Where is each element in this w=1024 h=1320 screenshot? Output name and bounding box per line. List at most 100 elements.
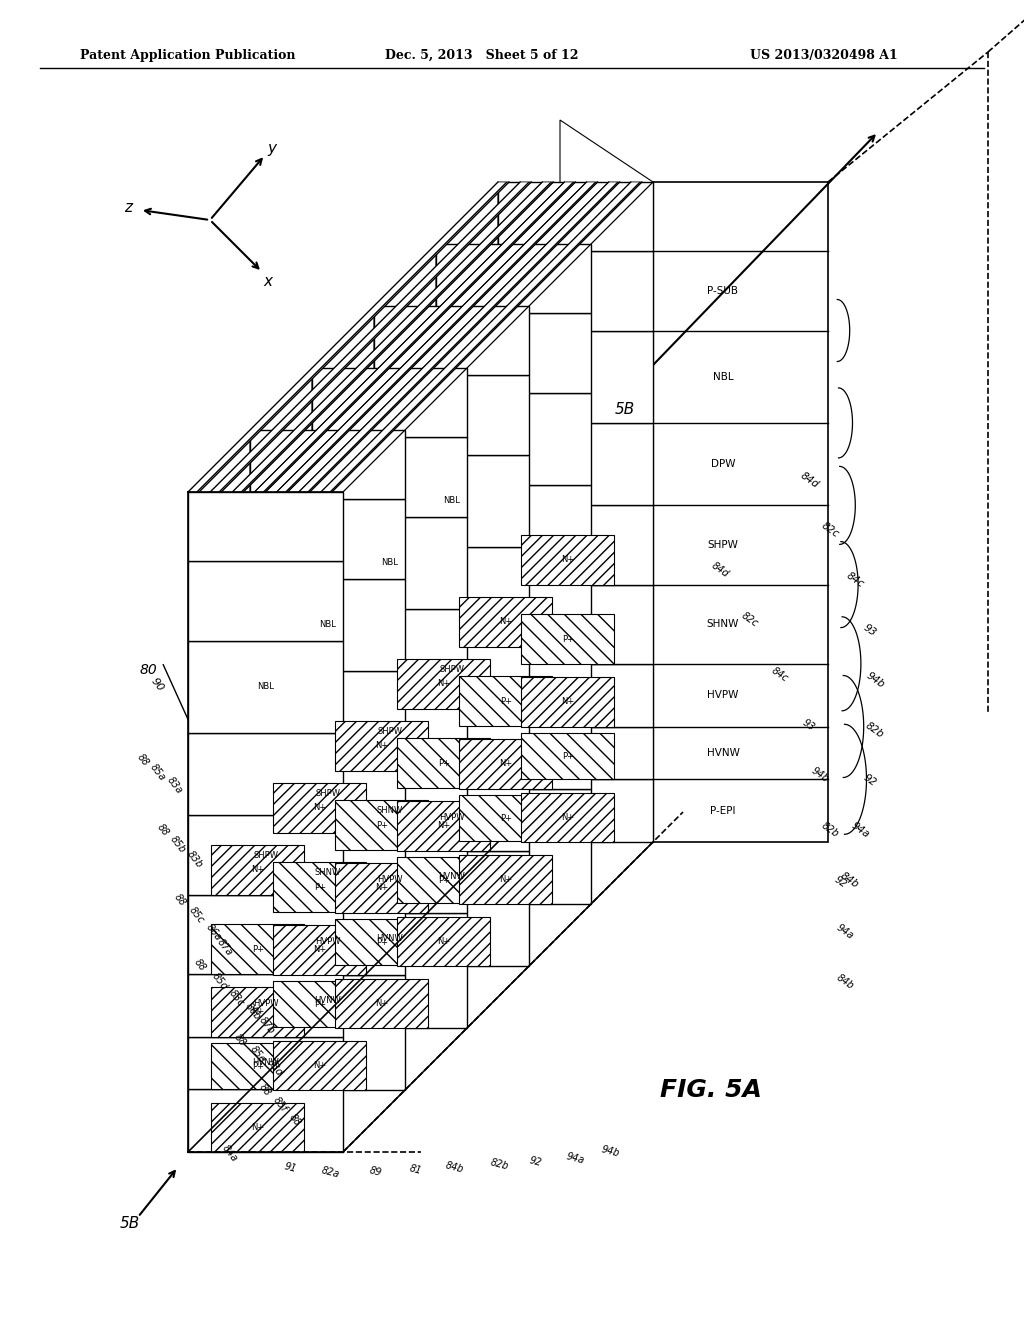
Polygon shape xyxy=(498,422,591,568)
Text: P-EPI: P-EPI xyxy=(711,805,736,816)
Polygon shape xyxy=(436,726,591,788)
Text: 91: 91 xyxy=(283,1162,297,1175)
Text: HVPW: HVPW xyxy=(708,690,738,700)
Polygon shape xyxy=(273,925,367,974)
Text: NBL: NBL xyxy=(319,620,336,630)
Text: 88: 88 xyxy=(172,892,187,908)
Polygon shape xyxy=(312,516,406,671)
Polygon shape xyxy=(436,647,591,726)
Polygon shape xyxy=(374,630,529,709)
Text: 84a: 84a xyxy=(220,1143,240,1163)
Polygon shape xyxy=(459,854,552,904)
Text: P+: P+ xyxy=(376,937,388,946)
Polygon shape xyxy=(498,585,591,726)
Polygon shape xyxy=(250,754,343,895)
Polygon shape xyxy=(653,182,828,842)
Polygon shape xyxy=(521,535,614,585)
Polygon shape xyxy=(459,676,552,726)
Polygon shape xyxy=(436,568,529,709)
Polygon shape xyxy=(436,788,529,903)
Text: 94b: 94b xyxy=(864,671,886,690)
Polygon shape xyxy=(335,863,428,912)
Text: SHPW: SHPW xyxy=(708,540,738,550)
Polygon shape xyxy=(436,313,591,392)
Text: HVPW: HVPW xyxy=(377,875,402,884)
Polygon shape xyxy=(560,523,653,664)
Text: N+: N+ xyxy=(313,1061,327,1069)
Polygon shape xyxy=(397,857,490,903)
Text: P+: P+ xyxy=(313,999,326,1008)
Polygon shape xyxy=(250,1027,406,1090)
Text: 88: 88 xyxy=(287,1111,303,1129)
Text: 86b: 86b xyxy=(244,1002,263,1023)
Polygon shape xyxy=(312,850,467,912)
Text: 84d: 84d xyxy=(710,561,730,579)
Text: N+: N+ xyxy=(499,759,512,768)
Text: 94b: 94b xyxy=(600,1144,621,1159)
Text: SHPW: SHPW xyxy=(315,788,340,797)
Text: NBL: NBL xyxy=(443,496,460,506)
Text: N+: N+ xyxy=(375,742,388,750)
Polygon shape xyxy=(312,368,467,437)
Text: 82c: 82c xyxy=(739,611,760,630)
Polygon shape xyxy=(498,422,653,506)
Polygon shape xyxy=(250,578,343,733)
Polygon shape xyxy=(312,912,406,1027)
Text: 5B: 5B xyxy=(615,403,635,417)
Polygon shape xyxy=(276,182,598,492)
Polygon shape xyxy=(374,454,529,546)
Polygon shape xyxy=(560,664,653,779)
Text: 90: 90 xyxy=(148,676,165,694)
Text: N+: N+ xyxy=(561,556,574,565)
Text: 89: 89 xyxy=(368,1166,382,1179)
Text: z: z xyxy=(124,201,132,215)
Polygon shape xyxy=(374,630,467,771)
Polygon shape xyxy=(436,244,529,375)
Polygon shape xyxy=(273,981,367,1027)
Polygon shape xyxy=(188,895,343,974)
Text: 85b: 85b xyxy=(168,834,187,855)
Polygon shape xyxy=(211,987,304,1036)
Polygon shape xyxy=(312,965,406,1090)
Polygon shape xyxy=(498,664,653,726)
Polygon shape xyxy=(312,609,406,754)
Text: 92: 92 xyxy=(862,772,879,788)
Polygon shape xyxy=(321,182,642,492)
Polygon shape xyxy=(436,392,529,546)
Text: 94a: 94a xyxy=(565,1151,586,1166)
Text: N+: N+ xyxy=(313,804,327,812)
Polygon shape xyxy=(211,924,304,974)
Polygon shape xyxy=(374,903,467,1028)
Text: SHNW: SHNW xyxy=(314,867,341,876)
Polygon shape xyxy=(459,597,552,647)
Polygon shape xyxy=(188,1036,343,1089)
Polygon shape xyxy=(521,677,614,726)
Text: 88: 88 xyxy=(135,752,151,768)
Polygon shape xyxy=(188,640,343,733)
Text: 84b: 84b xyxy=(835,973,855,991)
Text: 93: 93 xyxy=(862,622,879,638)
Text: 94a: 94a xyxy=(849,820,870,840)
Polygon shape xyxy=(312,912,467,965)
Polygon shape xyxy=(250,671,406,754)
Polygon shape xyxy=(374,709,467,850)
Text: 83b: 83b xyxy=(185,850,205,870)
Polygon shape xyxy=(188,492,343,561)
Polygon shape xyxy=(312,771,467,850)
Text: 93: 93 xyxy=(800,717,816,733)
Polygon shape xyxy=(250,671,343,816)
Text: DPW: DPW xyxy=(711,459,735,469)
Text: HVNW: HVNW xyxy=(314,997,341,1006)
Text: HVNW: HVNW xyxy=(438,873,465,882)
Text: 86a: 86a xyxy=(205,921,223,942)
Text: NBL: NBL xyxy=(257,682,274,692)
Text: P+: P+ xyxy=(376,821,388,829)
Text: SHPW: SHPW xyxy=(439,664,464,673)
Polygon shape xyxy=(273,1040,367,1090)
Polygon shape xyxy=(397,801,490,850)
Text: P+: P+ xyxy=(562,751,573,760)
Polygon shape xyxy=(560,268,653,422)
Text: 85d: 85d xyxy=(210,972,229,993)
Polygon shape xyxy=(560,189,653,330)
Polygon shape xyxy=(312,692,467,771)
